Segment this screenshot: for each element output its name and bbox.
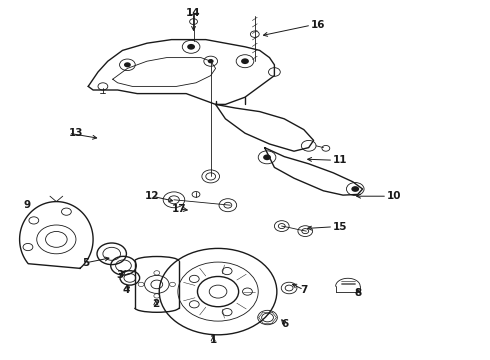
Text: 8: 8: [354, 288, 361, 298]
Text: 1: 1: [210, 335, 217, 345]
Circle shape: [124, 62, 131, 67]
Text: 6: 6: [282, 319, 289, 329]
Text: 15: 15: [333, 222, 348, 232]
Text: 17: 17: [172, 204, 186, 214]
Circle shape: [187, 44, 195, 50]
Text: 4: 4: [122, 285, 130, 295]
Circle shape: [351, 186, 359, 192]
Text: 11: 11: [333, 155, 348, 165]
Text: 2: 2: [152, 299, 159, 309]
Text: 9: 9: [24, 200, 30, 210]
Text: 14: 14: [186, 8, 201, 18]
Circle shape: [241, 58, 249, 64]
Text: 3: 3: [117, 270, 123, 280]
Circle shape: [263, 154, 271, 160]
Text: 10: 10: [387, 191, 402, 201]
Text: 12: 12: [145, 191, 159, 201]
Text: 13: 13: [69, 128, 83, 138]
Circle shape: [208, 59, 214, 63]
Text: 16: 16: [311, 20, 326, 30]
Text: 7: 7: [300, 285, 308, 295]
Text: 5: 5: [82, 258, 89, 268]
